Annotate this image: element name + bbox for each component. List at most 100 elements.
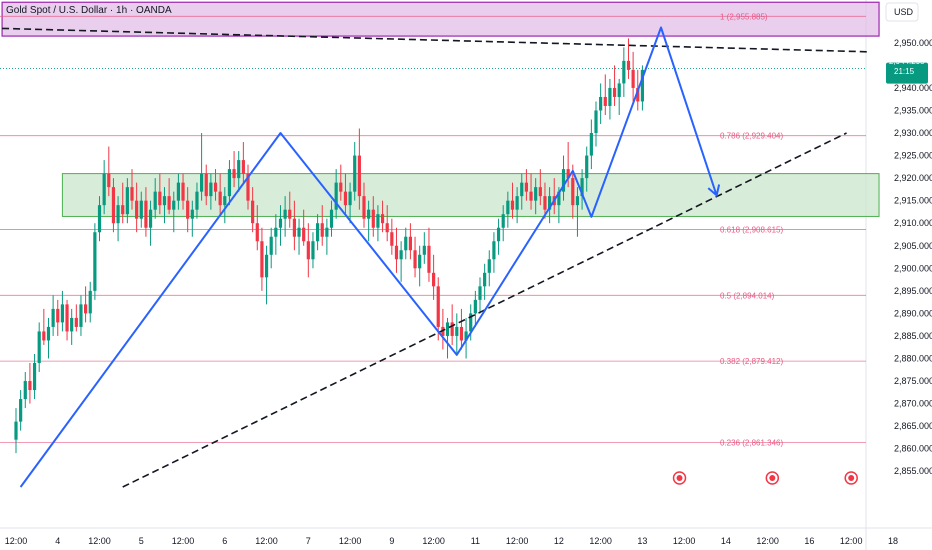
candle-body (399, 250, 403, 260)
candle-body (306, 241, 310, 260)
candle-body (473, 299, 477, 314)
currency-button[interactable]: USD (885, 2, 919, 22)
price-tick-label: 2,895.000 (894, 286, 932, 296)
time-tick-label: 14 (721, 536, 731, 546)
candle-body (459, 326, 464, 341)
time-tick-label: 18 (888, 536, 898, 546)
time-tick-label: 12:00 (589, 536, 612, 546)
demand-zone (61, 173, 880, 217)
zigzag-pattern-line (19, 26, 718, 488)
candle-body (362, 196, 366, 219)
candle-body (223, 196, 227, 206)
candle-body (538, 187, 542, 197)
candle-body (492, 241, 496, 260)
time-tick-label: 12:00 (172, 536, 195, 546)
candle-body (246, 173, 250, 201)
price-tick-label: 2,860.000 (894, 444, 932, 454)
candle-body (32, 362, 37, 391)
candle-body (121, 205, 125, 215)
candle-body (483, 272, 487, 287)
candles-layer (14, 38, 644, 454)
candle-body (432, 272, 436, 287)
time-tick-label: 5 (139, 536, 144, 546)
candle-body (260, 241, 264, 278)
candle-body (93, 232, 97, 291)
candle-body (394, 245, 399, 260)
event-icon-dot (676, 475, 683, 481)
candle-body (176, 182, 180, 201)
candle-body (37, 331, 41, 363)
candle-body (367, 209, 371, 219)
candle-body (130, 187, 134, 201)
time-tick-label: 12:00 (840, 536, 863, 546)
fib-retracement-layer: 1 (2,955.885) 0.786 (2,929.404) 0.618 (2,9… (0, 12, 866, 448)
candle-body (413, 250, 417, 269)
candle-body (195, 191, 199, 210)
candle-body (515, 196, 519, 210)
candle-body (200, 173, 204, 192)
price-tick-label: 2,885.000 (894, 331, 932, 341)
time-tick-label: 12:00 (5, 536, 28, 546)
candle-body (292, 218, 296, 237)
arrow-head (707, 184, 721, 198)
time-tick-label: 12:00 (756, 536, 779, 546)
candle-body (357, 155, 361, 197)
candle-body (186, 200, 190, 219)
candle-body (510, 200, 515, 210)
candle-body (371, 209, 375, 228)
candle-body (153, 191, 157, 210)
candle-body (520, 182, 524, 197)
time-tick-label: 12:00 (506, 536, 529, 546)
candle-body (320, 223, 324, 237)
price-tick-label: 2,915.000 (894, 196, 932, 206)
candle-body (111, 187, 116, 224)
time-tick-label: 7 (306, 536, 311, 546)
candle-body (288, 209, 292, 219)
candle-body (566, 169, 570, 179)
price-tick-label: 2,910.000 (894, 218, 932, 228)
candle-body (79, 304, 83, 327)
candle-body (278, 218, 283, 228)
candle-body (237, 160, 241, 179)
candle-body (617, 83, 621, 97)
price-axis[interactable]: 2,855.000 2,860.000 2,865.000 2,870.000 2,87… (894, 38, 932, 476)
candle-body (97, 205, 102, 233)
candle-body (441, 326, 445, 336)
candle-body (148, 209, 153, 228)
candle-body (561, 169, 566, 192)
candle-body (28, 381, 32, 391)
candle-body (501, 214, 505, 228)
candle-body (255, 223, 259, 242)
resistance-trendline (2, 27, 870, 53)
candle-body (311, 241, 315, 260)
candle-body (46, 326, 51, 341)
candle-body (302, 227, 306, 242)
last-price-badge: 2,944.295 21:15 (886, 57, 928, 84)
last-price-value: 2,944.295 (889, 57, 925, 66)
candle-body (65, 304, 69, 332)
candle-body (580, 178, 584, 197)
time-tick-label: 12:00 (255, 536, 278, 546)
price-tick-label: 2,890.000 (894, 308, 932, 318)
candle-body (102, 173, 106, 206)
time-axis[interactable]: 12:00 4 12:00 5 12:00 6 12:00 7 12:00 9 12:00 11 12:… (5, 536, 898, 546)
price-tick-label: 2,950.000 (894, 38, 932, 48)
currency-label: USD (894, 7, 914, 17)
candle-body (529, 191, 533, 201)
candle-body (297, 227, 301, 237)
candle-body (571, 178, 575, 206)
candle-body (385, 223, 389, 233)
candle-body (594, 110, 598, 134)
zones-layer (1, 1, 880, 217)
candle-body (380, 214, 385, 224)
candle-body (227, 169, 232, 197)
candle-body (204, 173, 208, 197)
time-tick-label: 12:00 (339, 536, 362, 546)
candle-body (427, 245, 431, 273)
price-tick-label: 2,900.000 (894, 263, 932, 273)
candle-body (599, 96, 603, 111)
candle-body (469, 313, 473, 332)
candle-body (42, 331, 46, 341)
candle-body (455, 326, 459, 336)
